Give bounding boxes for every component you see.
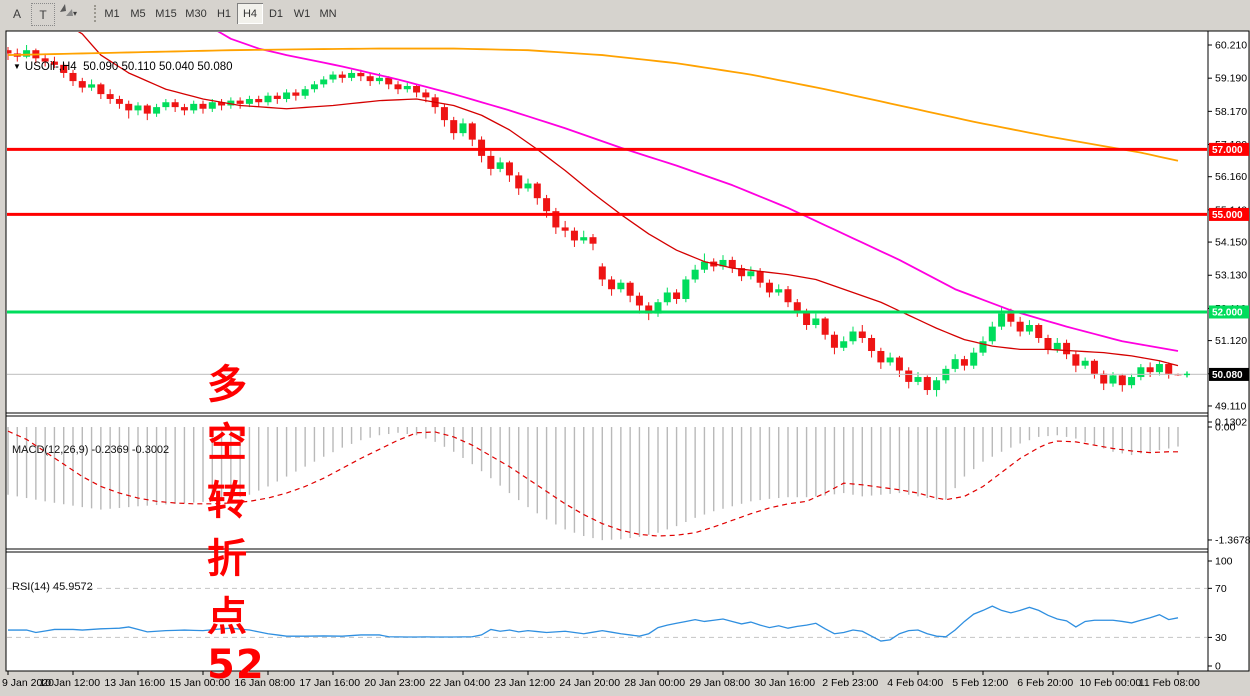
svg-text:52.000: 52.000 [1212,307,1243,318]
x-axis-label: 4 Feb 04:00 [887,677,943,689]
x-axis-label: 17 Jan 16:00 [299,677,360,689]
svg-text:50.080: 50.080 [1212,370,1243,381]
macd-label: MACD(12,26,9) -0.2369 -0.3002 [12,444,169,456]
x-axis-label: 5 Feb 12:00 [952,677,1008,689]
macd-signal-value: -0.3002 [131,444,170,456]
macd-histogram [7,427,1179,541]
arrows-dropdown-caret[interactable]: ▾ [72,9,77,18]
x-axis-label: 24 Jan 20:00 [559,677,620,689]
arrows-tool-button[interactable]: ▾ [57,3,91,24]
x-axis-label: 15 Jan 00:00 [169,677,230,689]
macd-signal-line [7,430,1179,537]
macd-main-value: -0.2369 [91,444,129,456]
timeframe-button-M1[interactable]: M1 [104,7,120,20]
timeframe-button-D1[interactable]: D1 [268,7,284,20]
timeframe-button-H1[interactable]: H1 [216,7,232,20]
rsi-value: 45.9572 [52,581,93,593]
x-axis-label: 30 Jan 16:00 [754,677,815,689]
y-axis-label: 54.150 [1215,237,1247,249]
x-axis-label: 2 Feb 23:00 [822,677,878,689]
candles [7,45,1182,397]
timeframe-button-MN[interactable]: MN [319,7,337,20]
timeframe-button-H4[interactable]: H4 [237,3,263,24]
x-axis-label: 28 Jan 00:00 [624,677,685,689]
x-axis-label: 10 Jan 12:00 [39,677,100,689]
timeframe-button-M15[interactable]: M15 [155,7,177,20]
x-axis-label: 20 Jan 23:00 [364,677,425,689]
chart-symbol: USOil-,H4 [24,61,77,73]
text-label-tool-button[interactable]: T [31,3,55,26]
y-axis-label: 53.130 [1215,270,1247,282]
rsi-panel [7,587,1207,642]
macd-axis-label: 0.1302 [1215,417,1247,429]
rsi-axis-label: 100 [1215,556,1233,568]
y-axis-label: 60.210 [1215,40,1247,52]
svg-text:57.000: 57.000 [1212,145,1243,156]
price-badge-52.000 [1209,305,1249,319]
arrows-icon [60,4,73,16]
macd-name: MACD(12,26,9) [12,444,89,456]
timeframe-button-M30[interactable]: M30 [185,7,207,20]
rsi-axis-label: 70 [1215,583,1227,595]
macd-axis-label: 0.00 [1215,422,1236,434]
text-tool-label: A [12,6,21,21]
price-badge-57.000 [1209,142,1249,156]
macd-panel [7,427,1179,541]
y-axis-label: 56.160 [1215,171,1247,183]
price-badge-55.000 [1209,207,1249,221]
main-price-panel [7,32,1207,397]
rsi-axis-label: 0 [1215,661,1221,673]
y-axis-label: 58.170 [1215,106,1247,118]
timeframe-button-M5[interactable]: M5 [130,7,146,20]
chart-title: ▼ USOil-,H4 50.090 50.110 50.040 50.080 [13,61,233,73]
macd-axis-label: -1.3678 [1215,534,1250,546]
x-axis-label: 16 Jan 08:00 [234,677,295,689]
y-axis-label: 49.110 [1215,400,1246,412]
rsi-line [8,605,1179,642]
svg-text:55.000: 55.000 [1212,210,1243,221]
x-axis-label: 22 Jan 04:00 [429,677,490,689]
x-axis-label: 6 Feb 20:00 [1017,677,1073,689]
chart-canvas[interactable]: 60.21059.19058.17057.18056.16055.14054.1… [0,27,1250,696]
text-tool-button[interactable]: A [6,3,28,24]
chart-ohlc-values: 50.090 50.110 50.040 50.080 [83,61,233,73]
x-axis-label: 9 Jan 2020 [2,677,54,689]
chart-annotation-text: 多空转折点52 [207,362,265,688]
text-label-tool-label: T [39,7,47,22]
y-axis-label: 59.190 [1215,73,1247,85]
x-axis-label: 11 Feb 08:00 [1139,677,1200,689]
symbol-dropdown-arrow[interactable]: ▼ [13,62,21,71]
timeframe-button-W1[interactable]: W1 [293,7,311,20]
top-toolbar: A T ▾ M1 M5 M15 M30 H1 H4 D1 W1 MN [0,0,1250,27]
x-axis-label: 23 Jan 12:00 [494,677,555,689]
toolbar-grip[interactable] [94,5,99,22]
rsi-name: RSI(14) [12,581,50,593]
price-badge-50.080 [1209,367,1249,381]
y-axis-label: 51.120 [1215,335,1247,347]
x-axis-label: 10 Feb 00:00 [1079,677,1141,689]
rsi-axis-label: 30 [1215,632,1227,644]
x-axis-label: 13 Jan 16:00 [104,677,165,689]
x-axis-label: 29 Jan 08:00 [689,677,750,689]
ma-slow-line [7,47,1179,162]
rsi-label: RSI(14) 45.9572 [12,581,93,593]
